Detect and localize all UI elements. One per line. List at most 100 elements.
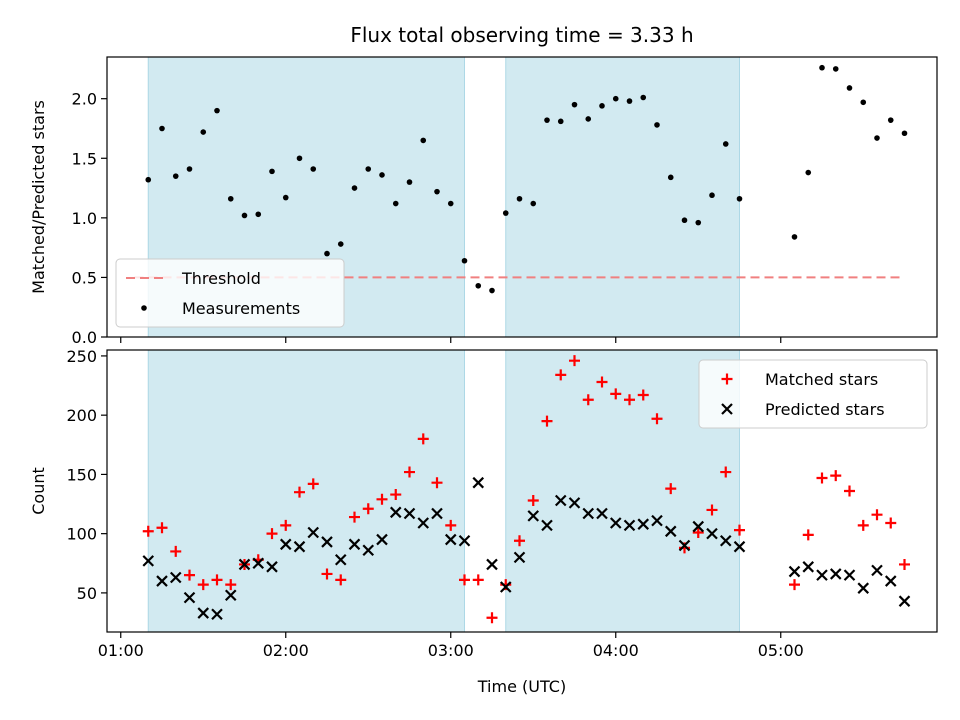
- data-point: [159, 125, 165, 132]
- data-point: [434, 188, 440, 195]
- plot-frame: [106, 56, 938, 338]
- data-point: [898, 595, 911, 607]
- data-point: [516, 195, 523, 202]
- y-tick-label: 50: [77, 584, 97, 603]
- data-point: [321, 568, 333, 580]
- y-tick-label: 250: [66, 347, 97, 366]
- data-point: [445, 519, 457, 531]
- data-point: [609, 517, 622, 529]
- data-point: [279, 538, 292, 551]
- y-tick-label: 2.0: [72, 90, 97, 109]
- x-tick-label: 04:00: [593, 641, 639, 660]
- ratio-panel: 0.0 0.5 1.0 1.5 2.0 Matched/Predicted stars Th…: [29, 56, 938, 347]
- data-point: [541, 415, 553, 427]
- legend-marker: [721, 373, 733, 385]
- y-axis-label: Count: [29, 467, 48, 515]
- series-predicted-stars: [142, 476, 911, 621]
- data-point: [459, 574, 470, 586]
- data-point: [640, 94, 647, 101]
- data-point: [681, 217, 688, 224]
- y-tick-label: 1.5: [72, 149, 97, 168]
- data-point: [623, 519, 636, 532]
- data-point: [612, 95, 619, 102]
- data-point: [475, 282, 482, 289]
- legend-marker: [141, 305, 147, 311]
- data-point: [843, 569, 856, 581]
- legend-marker: [721, 403, 733, 415]
- data-point: [857, 519, 869, 531]
- data-point: [335, 574, 347, 586]
- data-point: [557, 118, 564, 125]
- data-point: [392, 200, 399, 207]
- y-tick-label: 0.0: [72, 328, 97, 347]
- data-point: [431, 477, 443, 489]
- data-point: [255, 211, 262, 218]
- data-point: [431, 507, 443, 520]
- data-point: [637, 518, 650, 530]
- data-point: [406, 179, 413, 185]
- series-matched-stars: [142, 355, 910, 624]
- x-tick-label: 03:00: [428, 641, 474, 660]
- data-point: [514, 535, 525, 547]
- data-point: [417, 517, 430, 529]
- data-point: [294, 486, 305, 498]
- data-point: [211, 608, 223, 621]
- x-tick-label: 05:00: [758, 641, 804, 660]
- data-point: [871, 564, 883, 577]
- data-point: [706, 504, 718, 516]
- data-point: [362, 503, 374, 515]
- data-point: [458, 534, 471, 547]
- data-point: [197, 607, 210, 619]
- data-point: [874, 135, 880, 141]
- data-point: [544, 117, 550, 123]
- data-point: [293, 540, 306, 553]
- data-point: [530, 200, 537, 207]
- data-point: [610, 388, 622, 400]
- data-point: [280, 519, 292, 531]
- data-point: [365, 166, 372, 172]
- data-point: [582, 507, 595, 520]
- data-point: [789, 579, 800, 591]
- data-point: [486, 558, 498, 571]
- data-point: [486, 612, 498, 624]
- data-point: [637, 389, 649, 401]
- data-point: [211, 574, 223, 586]
- data-point: [238, 558, 251, 571]
- data-point: [802, 529, 814, 541]
- data-point: [170, 545, 182, 557]
- observing-interval-1: [505, 56, 740, 338]
- data-point: [899, 558, 910, 570]
- data-point: [142, 555, 155, 567]
- data-point: [599, 103, 605, 109]
- data-point: [555, 369, 567, 381]
- x-tick-label: 02:00: [263, 641, 309, 660]
- data-point: [334, 553, 347, 566]
- plot-frame: [106, 349, 938, 633]
- legend: Matched stars Predicted stars: [698, 359, 928, 429]
- data-point: [224, 589, 237, 602]
- data-point: [169, 571, 182, 584]
- data-point: [197, 579, 209, 591]
- data-point: [472, 574, 484, 586]
- data-point: [541, 519, 553, 532]
- data-point: [802, 561, 815, 573]
- data-point: [186, 166, 193, 172]
- data-point: [722, 141, 729, 147]
- data-point: [568, 497, 581, 509]
- data-point: [651, 413, 663, 425]
- data-point: [417, 433, 429, 445]
- legend-label: Measurements: [182, 299, 300, 318]
- data-point: [706, 527, 718, 540]
- data-point: [142, 525, 154, 537]
- data-point: [376, 533, 388, 546]
- y-tick-label: 1.0: [72, 209, 97, 228]
- data-point: [403, 507, 416, 520]
- data-point: [719, 534, 732, 547]
- data-point: [678, 539, 691, 552]
- data-point: [585, 116, 592, 122]
- data-point: [183, 591, 196, 604]
- data-point: [379, 172, 385, 178]
- data-point: [310, 166, 317, 172]
- data-point: [596, 376, 608, 388]
